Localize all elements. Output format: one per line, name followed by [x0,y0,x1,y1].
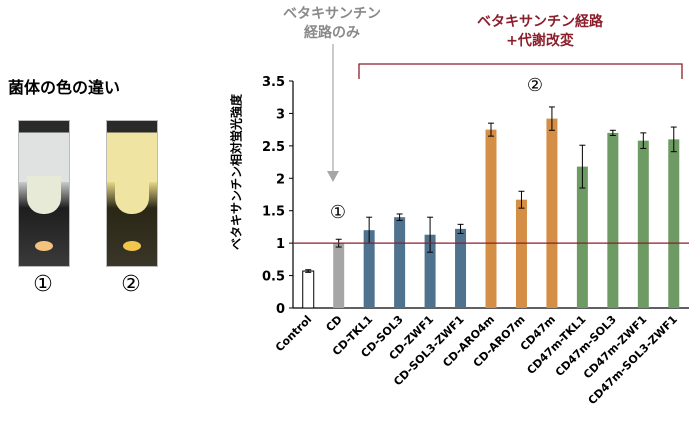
gray-arrow-head [327,171,339,182]
pathway-only-annotation: ベタキサンチン 経路のみ [272,5,392,43]
axis-layer: 0 0.5 1 1.5 2 2.5 3 3.5 [262,75,689,317]
pathway-only-line-2: 経路のみ [304,25,360,41]
y-tick-label: 2 [276,172,285,187]
tube-2-label: ② [121,272,141,297]
bar [515,199,527,308]
y-tick-label: 0 [276,302,285,317]
bar [637,140,649,308]
group-bracket [358,63,683,79]
y-tick-label: 2.5 [262,140,285,155]
tube-photo-2 [106,120,158,267]
bar [333,243,345,308]
metabolic-mod-annotation: ベタキサンチン経路 +代謝改変 [460,13,620,51]
bar [455,228,467,308]
bar [668,139,680,308]
y-tick-label: 0.5 [262,270,285,285]
bar [576,166,588,308]
metabolic-mod-line-2: +代謝改変 [506,33,574,49]
tube-photo-1 [18,120,70,267]
x-tick-label: Control [273,313,314,354]
bar [485,129,497,308]
y-tick-label: 1.5 [262,205,285,220]
y-tick-label: 3 [276,107,285,122]
bar [546,118,558,308]
bar-layer [302,106,680,309]
tube-2-liquid [115,176,149,214]
bar [302,270,315,309]
x-tick-label: CD [323,313,344,334]
bar [394,217,406,308]
bar [363,230,375,308]
tube-1-pellet [35,241,53,251]
marker-1: ① [330,202,346,223]
bar [607,132,619,308]
metabolic-mod-line-1: ベタキサンチン経路 [477,14,603,30]
tube-1-label: ① [33,272,53,297]
x-tick-label-layer: Control CDCD-TKL1CD-SOL3CD-ZWF1CD-SOL3-ZW… [273,313,680,407]
y-tick-label: 1 [276,237,285,252]
bar [424,234,436,308]
tube-1-liquid [27,176,61,214]
marker-2: ② [527,75,543,96]
left-panel-title: 菌体の色の違い [8,78,121,97]
tube-2-pellet [123,241,141,251]
pathway-only-line-1: ベタキサンチン [283,6,381,22]
y-tick-label: 3.5 [262,75,285,90]
